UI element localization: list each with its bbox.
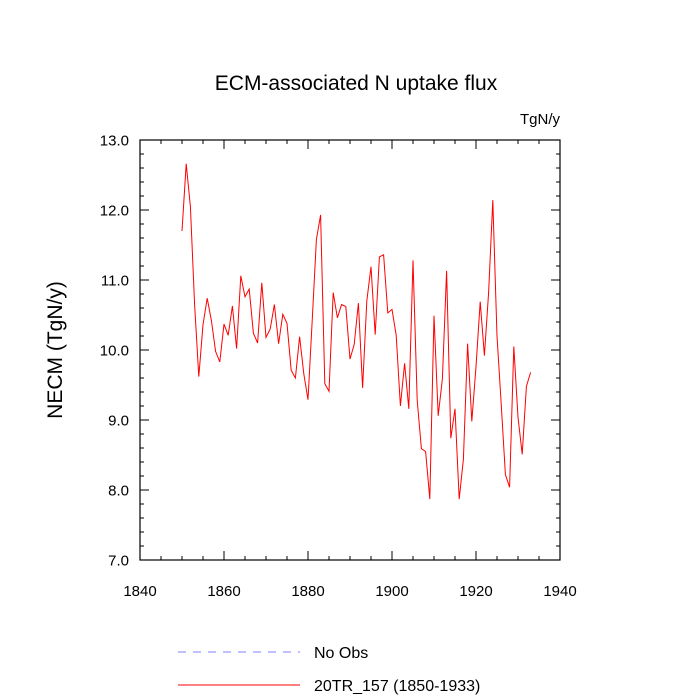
y-tick-label: 10.0 [100, 343, 129, 360]
x-tick-label: 1900 [375, 583, 408, 600]
units-label: TgN/y [520, 111, 561, 128]
y-tick-label: 9.0 [108, 413, 129, 430]
x-tick-label: 1880 [291, 583, 324, 600]
axes: 1840 1860 1880 1900 1920 1940 7.0 8.0 9.0 10.0 11.… [100, 133, 577, 601]
y-tick-label: 8.0 [108, 483, 129, 500]
series-layer [181, 163, 532, 500]
x-tick-label: 1860 [207, 583, 240, 600]
x-tick-label: 1840 [123, 583, 156, 600]
y-tick-label: 12.0 [100, 203, 129, 220]
legend: No Obs 20TR_157 (1850-1933) [178, 645, 480, 695]
chart-title: ECM-associated N uptake flux [215, 72, 498, 95]
legend-label-1: 20TR_157 (1850-1933) [314, 678, 480, 695]
y-tick-label: 7.0 [108, 553, 129, 570]
y-tick-label: 13.0 [100, 133, 129, 150]
plot-frame [139, 139, 561, 561]
legend-label-0: No Obs [314, 645, 368, 662]
y-axis-label: NECM (TgN/y) [44, 281, 67, 419]
x-tick-label: 1940 [543, 583, 576, 600]
x-tick-label: 1920 [459, 583, 492, 600]
series-line-1 [181, 163, 532, 500]
y-tick-label: 11.0 [101, 273, 129, 290]
